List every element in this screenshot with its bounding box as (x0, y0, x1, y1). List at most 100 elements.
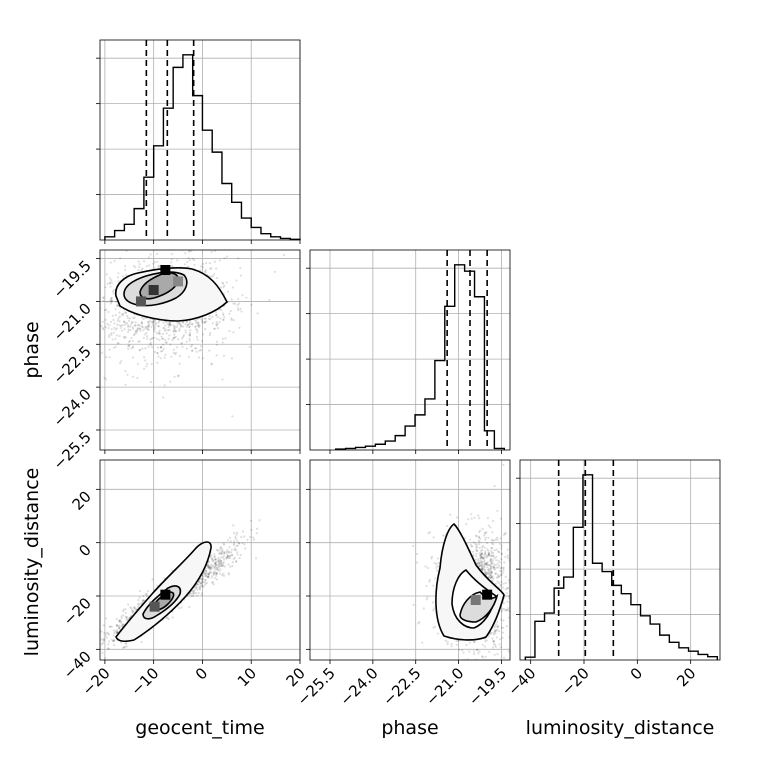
hist2d-phase-vs-luminosity-distance-point-901 (432, 607, 436, 610)
hist2d-geocent-time-vs-luminosity-distance-point-1474 (208, 565, 211, 569)
hist2d-geocent-time-vs-luminosity-distance-point-798 (101, 651, 104, 654)
hist2d-phase-vs-luminosity-distance-point-124 (421, 641, 424, 644)
hist2d-phase-vs-luminosity-distance-point-787 (505, 608, 508, 612)
hist2d-geocent-time-vs-luminosity-distance-point-108 (226, 555, 230, 558)
hist2d-phase-vs-luminosity-distance-point-966 (483, 645, 486, 648)
hist2d-geocent-time-vs-phase-point-606 (185, 347, 188, 350)
hist2d-geocent-time-vs-luminosity-distance-point-114 (210, 571, 213, 574)
hist2d-phase-vs-luminosity-distance-point-275 (484, 571, 487, 574)
hist2d-geocent-time-vs-phase-point-1287 (159, 357, 162, 360)
hist2d-geocent-time-vs-phase-point-7 (196, 322, 199, 325)
hist2d-geocent-time-vs-luminosity-distance-yticklabel-2: 0 (75, 541, 94, 560)
hist2d-geocent-time-vs-phase-point-431 (174, 351, 178, 354)
hist2d-geocent-time-vs-phase-point-918 (245, 296, 248, 299)
hist2d-geocent-time-vs-luminosity-distance-point-1048 (145, 593, 148, 596)
hist2d-geocent-time-vs-phase-point-861 (155, 332, 158, 335)
hist2d-geocent-time-vs-phase-point-734 (150, 320, 153, 323)
hist2d-geocent-time-vs-phase-point-480 (116, 342, 119, 345)
hist2d-geocent-time-vs-phase-point-293 (104, 355, 108, 359)
hist2d-geocent-time-vs-phase-point-933 (215, 314, 218, 317)
hist2d-geocent-time-vs-phase-point-1112 (147, 328, 150, 331)
hist2d-geocent-time-vs-phase-point-246 (164, 341, 167, 344)
hist2d-phase-vs-luminosity-distance-point-289 (425, 584, 428, 588)
hist2d-geocent-time-vs-phase-point-1192 (173, 328, 176, 331)
hist2d-geocent-time-vs-phase-point-1228 (118, 324, 121, 327)
hist2d-geocent-time-vs-phase-point-1214 (205, 262, 208, 265)
hist2d-phase-vs-luminosity-distance-point-1249 (493, 653, 496, 656)
hist2d-geocent-time-vs-phase-point-341 (157, 264, 160, 268)
hist2d-geocent-time-vs-phase-point-1047 (202, 321, 206, 324)
hist2d-geocent-time-vs-phase-point-762 (189, 259, 192, 262)
hist2d-geocent-time-vs-luminosity-distance-point-1136 (138, 596, 141, 599)
hist2d-phase-vs-luminosity-distance-point-90 (505, 592, 508, 595)
hist2d-geocent-time-vs-luminosity-distance-point-329 (204, 570, 208, 573)
hist2d-geocent-time-vs-luminosity-distance-point-1236 (219, 546, 222, 550)
hist2d-geocent-time-vs-phase-point-1346 (108, 335, 111, 339)
hist2d-geocent-time-vs-phase-point-1345 (156, 260, 159, 263)
hist2d-geocent-time-vs-luminosity-distance-point-290 (211, 560, 214, 563)
hist2d-geocent-time-vs-phase-point-477 (126, 373, 129, 376)
hist2d-geocent-time-vs-phase-point-72 (153, 327, 156, 330)
hist2d-phase-vs-luminosity-distance-point-351 (428, 578, 431, 582)
hist2d-geocent-time-vs-phase-point-164 (134, 321, 137, 324)
hist2d-phase-vs-luminosity-distance-point-34 (500, 618, 503, 621)
hist2d-phase-vs-luminosity-distance-point-524 (502, 619, 505, 622)
hist2d-geocent-time-vs-phase-point-893 (135, 329, 139, 332)
hist2d-geocent-time-vs-phase-point-389 (228, 312, 231, 315)
hist2d-geocent-time-vs-phase-point-1304 (190, 345, 193, 348)
hist2d-geocent-time-vs-phase-point-1262 (221, 378, 224, 381)
hist2d-phase-vs-luminosity-distance-point-268 (473, 652, 476, 656)
hist2d-geocent-time-vs-phase-point-1209 (169, 323, 172, 326)
hist2d-phase-vs-luminosity-distance-point-38 (503, 607, 506, 611)
hist2d-geocent-time-vs-luminosity-distance-point-995 (125, 645, 128, 648)
hist2d-geocent-time-vs-luminosity-distance-point-682 (88, 645, 90, 647)
hist2d-phase-vs-luminosity-distance-point-99 (492, 543, 495, 546)
hist2d-phase-vs-luminosity-distance-point-431 (436, 557, 439, 560)
hist2d-geocent-time-vs-luminosity-distance-point-816 (217, 560, 220, 563)
hist2d-phase-vs-luminosity-distance-point-724 (500, 544, 503, 547)
hist2d-phase-vs-luminosity-distance-point-1030 (432, 626, 435, 629)
hist2d-geocent-time-vs-luminosity-distance-point-1326 (204, 575, 207, 578)
hist2d-phase-vs-luminosity-distance-xticklabel-3: −21.0 (422, 664, 467, 709)
hist2d-geocent-time-vs-phase-point-855 (118, 335, 121, 338)
hist2d-phase-vs-luminosity-distance-point-1128 (506, 586, 509, 590)
hist2d-geocent-time-vs-phase-point-865 (194, 325, 197, 328)
hist2d-geocent-time-vs-phase-point-903 (208, 314, 211, 317)
hist2d-phase-vs-luminosity-distance-point-588 (489, 632, 492, 635)
hist2d-geocent-time-vs-luminosity-distance-point-902 (201, 578, 204, 581)
hist2d-geocent-time-vs-phase-point-497 (166, 323, 169, 326)
hist2d-geocent-time-vs-luminosity-distance-point-597 (200, 594, 203, 597)
hist2d-phase-vs-luminosity-distance-point-388 (511, 578, 513, 580)
hist2d-geocent-time-vs-luminosity-distance-point-157 (207, 575, 210, 578)
hist2d-geocent-time-vs-luminosity-distance-point-896 (180, 606, 183, 609)
hist2d-geocent-time-vs-phase-point-625 (155, 322, 158, 325)
hist2d-geocent-time-vs-luminosity-distance-point-177 (225, 557, 228, 560)
hist2d-geocent-time-vs-luminosity-distance-point-1141 (228, 551, 231, 554)
hist2d-geocent-time-vs-phase-point-508 (205, 320, 208, 323)
hist2d-geocent-time-vs-luminosity-distance-point-203 (214, 561, 217, 564)
hist2d-geocent-time-vs-phase-point-1205 (182, 334, 185, 337)
hist2d-geocent-time-vs-phase-point-1288 (202, 266, 205, 269)
hist2d-phase-vs-luminosity-distance-point-1153 (426, 596, 429, 599)
hist2d-phase-vs-luminosity-distance-point-1172 (504, 531, 507, 535)
hist2d-geocent-time-vs-luminosity-distance-point-1156 (216, 568, 219, 571)
hist2d-geocent-time-vs-phase-point-1106 (138, 340, 141, 343)
hist2d-geocent-time-vs-phase-point-1347 (150, 325, 153, 328)
hist2d-phase-vs-luminosity-distance-point-1247 (491, 539, 494, 542)
hist2d-geocent-time-vs-phase-point-593 (216, 327, 219, 330)
hist2d-phase-vs-luminosity-distance-point-846 (494, 632, 497, 635)
hist2d-geocent-time-vs-phase-point-899 (124, 311, 127, 315)
hist2d-phase-vs-luminosity-distance-point-889 (506, 556, 509, 560)
hist2d-phase-vs-luminosity-distance-point-1274 (470, 517, 473, 520)
hist2d-geocent-time-vs-phase-point-672 (140, 316, 144, 319)
hist2d-phase-vs-luminosity-distance-point-213 (473, 516, 476, 519)
hist2d-geocent-time-vs-luminosity-distance-point-1303 (130, 609, 133, 612)
panel-hist-luminosity-distance: −40 −20 0 20 (504, 459, 721, 699)
hist2d-geocent-time-vs-luminosity-distance-point-137 (232, 524, 235, 527)
hist2d-geocent-time-vs-luminosity-distance-point-232 (113, 639, 116, 643)
hist2d-geocent-time-vs-phase-point-1101 (102, 296, 105, 299)
hist2d-geocent-time-vs-luminosity-distance-point-1361 (232, 543, 235, 547)
hist2d-geocent-time-vs-phase-point-111 (186, 260, 189, 264)
hist2d-geocent-time-vs-phase-point-1154 (138, 324, 142, 327)
hist2d-phase-vs-luminosity-distance-point-145 (478, 540, 481, 543)
